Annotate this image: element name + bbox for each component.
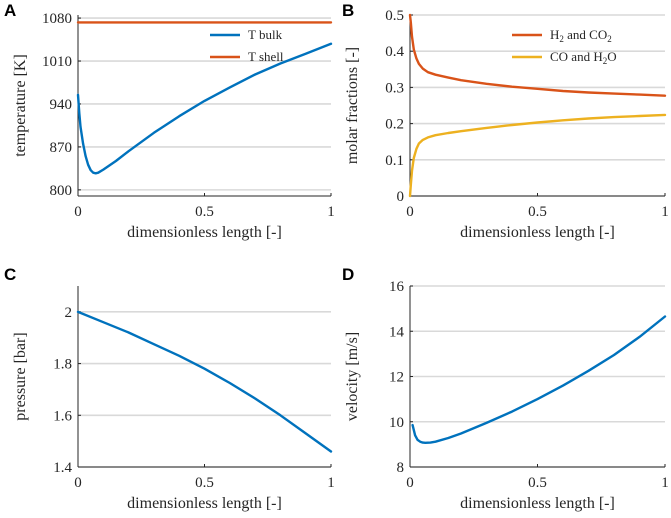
panel-d-x-tick-label: 1 — [661, 475, 669, 491]
panel-a-y-tick-label: 940 — [50, 97, 73, 113]
panel-b-letter: B — [342, 1, 354, 20]
panel-b-series-co-and-h2o — [408, 113, 667, 198]
panel-c-x-axis-label: dimensionless length [-] — [127, 495, 282, 512]
panel-a-y-tick-label: 800 — [50, 183, 73, 199]
panel-a-y-axis-label: temperature [K] — [12, 54, 29, 157]
panel-a-x-tick-label: 1 — [327, 204, 335, 220]
panel-d-y-tick-label: 16 — [389, 279, 405, 295]
panel-d-x-tick-label: 0 — [406, 475, 414, 491]
panel-b-legend-entry: CO and H2O — [550, 49, 617, 66]
panel-a-y-tick-label: 870 — [50, 140, 73, 156]
panel-a-x-tick-label: 0.5 — [195, 204, 214, 220]
panel-d-series-velocity — [411, 315, 667, 444]
panel-b-x-tick-label: 1 — [661, 204, 669, 220]
panel-d: D 8 10 12 14 16 0 0.5 1 dimensionless length [-] v… — [342, 265, 669, 512]
panel-d-y-tick-label: 14 — [389, 324, 405, 340]
panel-b-y-tick-label: 0.4 — [385, 44, 404, 60]
panel-c-letter: C — [4, 265, 16, 284]
panel-a-x-tick-label: 0 — [74, 204, 82, 220]
panel-c-series-pressure — [76, 310, 333, 453]
panel-a: A 800 870 940 1010 1080 0 0.5 1 dimensionless len… — [4, 1, 335, 241]
panel-a-legend-entry: T bulk — [248, 27, 283, 42]
panel-d-x-tick-label: 0.5 — [528, 475, 547, 491]
panel-b-y-tick-label: 0.1 — [385, 153, 404, 169]
panel-b-y-tick-label: 0.5 — [385, 8, 404, 24]
panel-b-x-axis-label: dimensionless length [-] — [460, 224, 615, 241]
panel-a-series-t-bulk — [76, 42, 333, 175]
panel-c-x-tick-label: 0.5 — [195, 475, 214, 491]
panel-b-y-axis-label: molar fractions [-] — [344, 47, 361, 164]
panel-a-y-tick-label: 1010 — [42, 54, 72, 70]
panel-c-y-tick-label: 1.8 — [53, 357, 72, 373]
panel-d-y-tick-label: 10 — [389, 415, 404, 431]
panel-a-y-tick-label: 1080 — [42, 11, 72, 27]
panel-a-letter: A — [4, 1, 16, 20]
panel-a-legend-entry: T shell — [248, 49, 284, 64]
panel-d-y-tick-label: 12 — [389, 370, 404, 386]
panel-b: B 0 0.1 0.2 0.3 0.4 0.5 0 0.5 1 dimensionless leng… — [342, 1, 669, 241]
panel-d-y-tick-label: 8 — [397, 460, 405, 476]
panel-a-x-axis-label: dimensionless length [-] — [127, 224, 282, 241]
panel-d-y-axis-label: velocity [m/s] — [344, 332, 361, 421]
panel-c-y-tick-label: 2 — [65, 305, 73, 321]
panel-d-letter: D — [342, 265, 354, 284]
panel-c-x-tick-label: 0 — [74, 475, 82, 491]
panel-b-series-h2-and-co2 — [408, 13, 667, 97]
panel-c-x-tick-label: 1 — [327, 475, 335, 491]
panel-c-y-axis-label: pressure [bar] — [12, 332, 29, 420]
panel-b-x-tick-label: 0.5 — [528, 204, 547, 220]
panel-c: C 1.4 1.6 1.8 2 0 0.5 1 dimensionless length [-]… — [4, 265, 335, 512]
panel-c-y-tick-label: 1.4 — [53, 460, 72, 476]
panel-b-y-tick-label: 0.2 — [385, 117, 404, 133]
panel-c-y-tick-label: 1.6 — [53, 408, 72, 424]
panel-b-y-tick-label: 0.3 — [385, 80, 404, 96]
panel-b-legend-entry: H2 and CO2 — [550, 27, 612, 44]
panel-b-x-tick-label: 0 — [406, 204, 414, 220]
panel-b-y-tick-label: 0 — [397, 189, 405, 205]
panel-d-x-axis-label: dimensionless length [-] — [460, 495, 615, 512]
